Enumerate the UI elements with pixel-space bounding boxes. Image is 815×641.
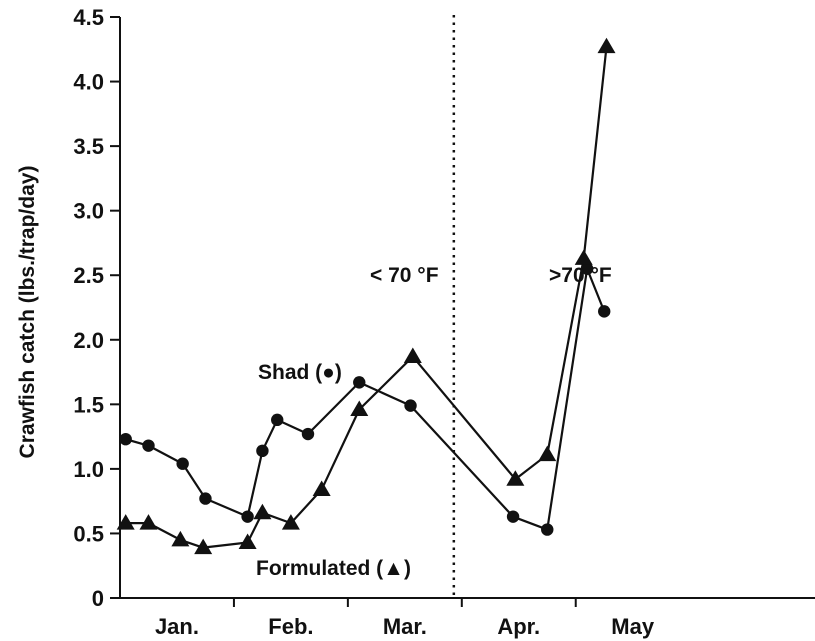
shad-point — [580, 262, 594, 275]
y-tick-label: 4.5 — [73, 5, 104, 30]
shad-point — [506, 510, 520, 523]
y-tick-label: 0 — [92, 586, 104, 611]
y-tick-label: 1.5 — [73, 392, 104, 417]
formulated-point — [116, 514, 135, 530]
shad-point — [301, 427, 315, 441]
shad-line — [125, 267, 606, 531]
shad-point — [176, 457, 189, 470]
shad-point — [353, 376, 366, 389]
formulated-point — [574, 249, 593, 265]
formulated-point — [194, 538, 213, 555]
series-layer — [116, 37, 616, 555]
y-tick-label: 2.0 — [73, 328, 104, 353]
x-tick-label: Apr. — [497, 614, 540, 639]
formulated-point — [312, 480, 331, 497]
y-tick-label: 0.5 — [73, 521, 104, 546]
series-shad — [119, 262, 611, 536]
series-label-shad: Shad (●) — [258, 361, 342, 384]
x-tick-label: Feb. — [268, 614, 313, 639]
formulated-point — [538, 445, 557, 462]
formulated-point — [238, 533, 257, 549]
shad-point — [142, 439, 155, 452]
formulated-point — [171, 530, 190, 547]
shad-point — [404, 399, 417, 412]
shad-point — [541, 523, 554, 536]
y-tick-label: 4.0 — [73, 70, 104, 95]
formulated-point — [253, 503, 272, 520]
y-ticks: 0 0.5 1.0 1.5 2.0 2.5 3.0 3.5 4.0 4.5 — [73, 5, 120, 611]
y-tick-label: 3.0 — [73, 199, 104, 224]
y-tick-label: 2.5 — [73, 263, 104, 288]
formulated-point — [506, 470, 525, 486]
formulated-point — [281, 514, 300, 530]
formulated-point — [597, 37, 616, 54]
x-tick-label: May — [611, 614, 655, 639]
shad-point — [598, 305, 611, 318]
y-tick-label: 1.0 — [73, 457, 104, 482]
y-axis-title: Crawfish catch (lbs./trap/day) — [16, 166, 39, 459]
formulated-point — [139, 514, 158, 530]
series-formulated — [116, 37, 616, 555]
axes — [119, 17, 815, 599]
formulated-line — [125, 46, 608, 549]
shad-point — [199, 492, 212, 505]
formulated-point — [403, 347, 422, 364]
y-tick-label: 3.5 — [73, 134, 104, 159]
shad-point — [271, 413, 284, 427]
x-tick-label: Jan. — [155, 614, 199, 639]
annotation-below-70f: < 70 °F — [370, 264, 439, 287]
series-label-formulated: Formulated (▲) — [256, 557, 411, 580]
shad-point — [256, 444, 269, 458]
annotation-above-70f: >70 °F — [549, 264, 612, 287]
shad-point — [119, 432, 132, 446]
formulated-point — [350, 400, 369, 416]
x-ticks: Jan. Feb. Mar. Apr. May — [155, 598, 655, 639]
shad-point — [241, 510, 254, 523]
x-tick-label: Mar. — [383, 614, 427, 639]
